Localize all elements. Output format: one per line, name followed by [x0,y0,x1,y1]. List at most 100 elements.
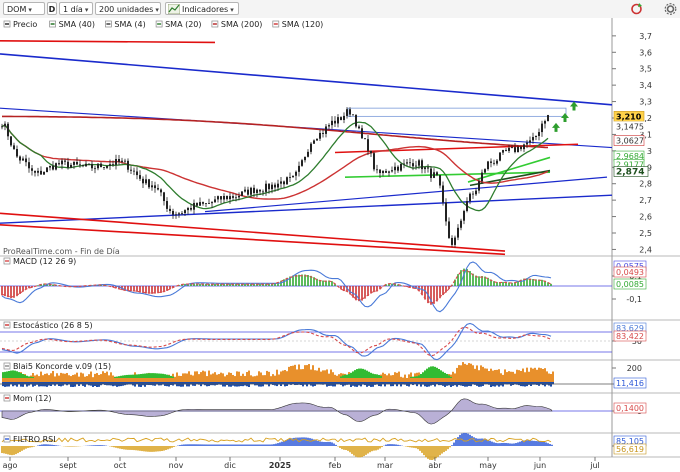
candle-body [493,162,495,164]
x-tick-label: nov [169,461,184,470]
koncorde-bar [462,362,464,384]
daily-period-button[interactable]: D [47,2,57,15]
x-tick-label: feb [329,461,342,470]
candle-body [169,208,171,211]
koncorde-green-bar [410,376,412,378]
koncorde-bar [22,375,24,384]
koncorde-green-bar [28,376,30,378]
koncorde-bar [106,371,108,384]
settings-icon[interactable] [664,3,677,15]
koncorde-bar [278,374,280,384]
koncorde-bar [194,371,196,384]
candle-body [151,185,153,188]
koncorde-bar [82,373,84,384]
candle-body [436,172,438,176]
koncorde-blue-bar [64,382,66,385]
koncorde-bar [222,373,224,384]
candle-body [472,193,474,195]
koncorde-green-bar [14,370,16,378]
koncorde-green-bar [128,374,130,378]
candle-body [121,160,123,162]
koncorde-bar [330,369,332,384]
koncorde-bar [312,365,314,384]
koncorde-bar [524,372,526,384]
candle-body [349,109,351,115]
candle-body [97,163,99,169]
koncorde-green-bar [340,376,342,378]
koncorde-blue-bar [30,382,32,385]
candle-body [49,165,51,168]
koncorde-bar [362,373,364,384]
koncorde-bar [180,375,182,384]
koncorde-blue-bar [356,382,358,387]
koncorde-green-bar [354,370,356,378]
legend-label: Precio [13,20,37,29]
buy-arrow-icon [552,122,560,132]
koncorde-blue-bar [148,382,150,386]
candle-body [400,164,402,171]
koncorde-bar [546,371,548,384]
y-tick-label: 3,7 [639,32,652,41]
koncorde-bar [64,373,66,384]
koncorde-blue-bar [414,382,416,385]
indicator-title: FILTRO RSI [13,435,56,444]
koncorde-blue-bar [170,382,172,386]
candle-body [337,117,339,124]
koncorde-blue-bar [70,382,72,387]
koncorde-bar [284,370,286,384]
koncorde-green-bar [152,373,154,378]
candle-body [451,237,453,245]
koncorde-bar [424,372,426,384]
candle-body [124,160,126,162]
koncorde-blue-bar [296,382,298,385]
koncorde-green-bar [150,373,152,378]
koncorde-bar [376,377,378,384]
koncorde-bar [60,372,62,384]
candle-body [481,172,483,182]
koncorde-blue-bar [540,382,542,385]
chart-area: 3,73,63,53,43,33,23,132,92,82,72,62,52,4… [0,18,680,472]
candle-body [319,132,321,139]
candle-body [370,150,372,154]
units-select[interactable]: 200 unidades ▾ [95,2,161,15]
candle-body [397,166,399,171]
koncorde-blue-bar [174,382,176,385]
koncorde-blue-bar [504,382,506,385]
candle-body [454,237,456,245]
candle-body [346,109,348,116]
candle-body [313,140,315,144]
candle-body [409,162,411,164]
koncorde-bar [288,366,290,384]
koncorde-bar [170,376,172,384]
buy-arrow-icon [561,113,569,122]
candle-body [217,196,219,200]
price-value-label: 3,0627 [616,137,644,146]
koncorde-blue-bar [36,382,38,385]
refresh-icon[interactable] [630,3,643,15]
ticker-select[interactable]: DOM ▾ [3,2,45,15]
koncorde-blue-bar [76,382,78,385]
indicator-value-tag [613,266,647,278]
koncorde-bar [400,376,402,384]
koncorde-bar [454,373,456,384]
x-tick-label: jul [589,461,600,470]
koncorde-blue-bar [272,382,274,385]
candle-body [187,207,189,211]
koncorde-bar [14,373,16,384]
candle-body [238,195,240,198]
candle-body [61,160,63,165]
koncorde-bar [196,371,198,384]
candle-body [127,160,129,170]
indicators-button[interactable]: Indicadores ▾ [165,2,239,15]
koncorde-green-bar [428,367,430,378]
timeframe-select[interactable]: 1 día ▾ [59,2,93,15]
y-tick-label: 2,8 [639,180,652,189]
koncorde-bar [352,373,354,384]
ticker-label: DOM [7,5,27,14]
koncorde-bar [140,374,142,384]
y-tick-label: -0,1 [626,295,642,304]
koncorde-bar [260,372,262,384]
koncorde-green-bar [162,373,164,378]
candle-body [172,210,174,215]
koncorde-blue-bar [486,382,488,385]
